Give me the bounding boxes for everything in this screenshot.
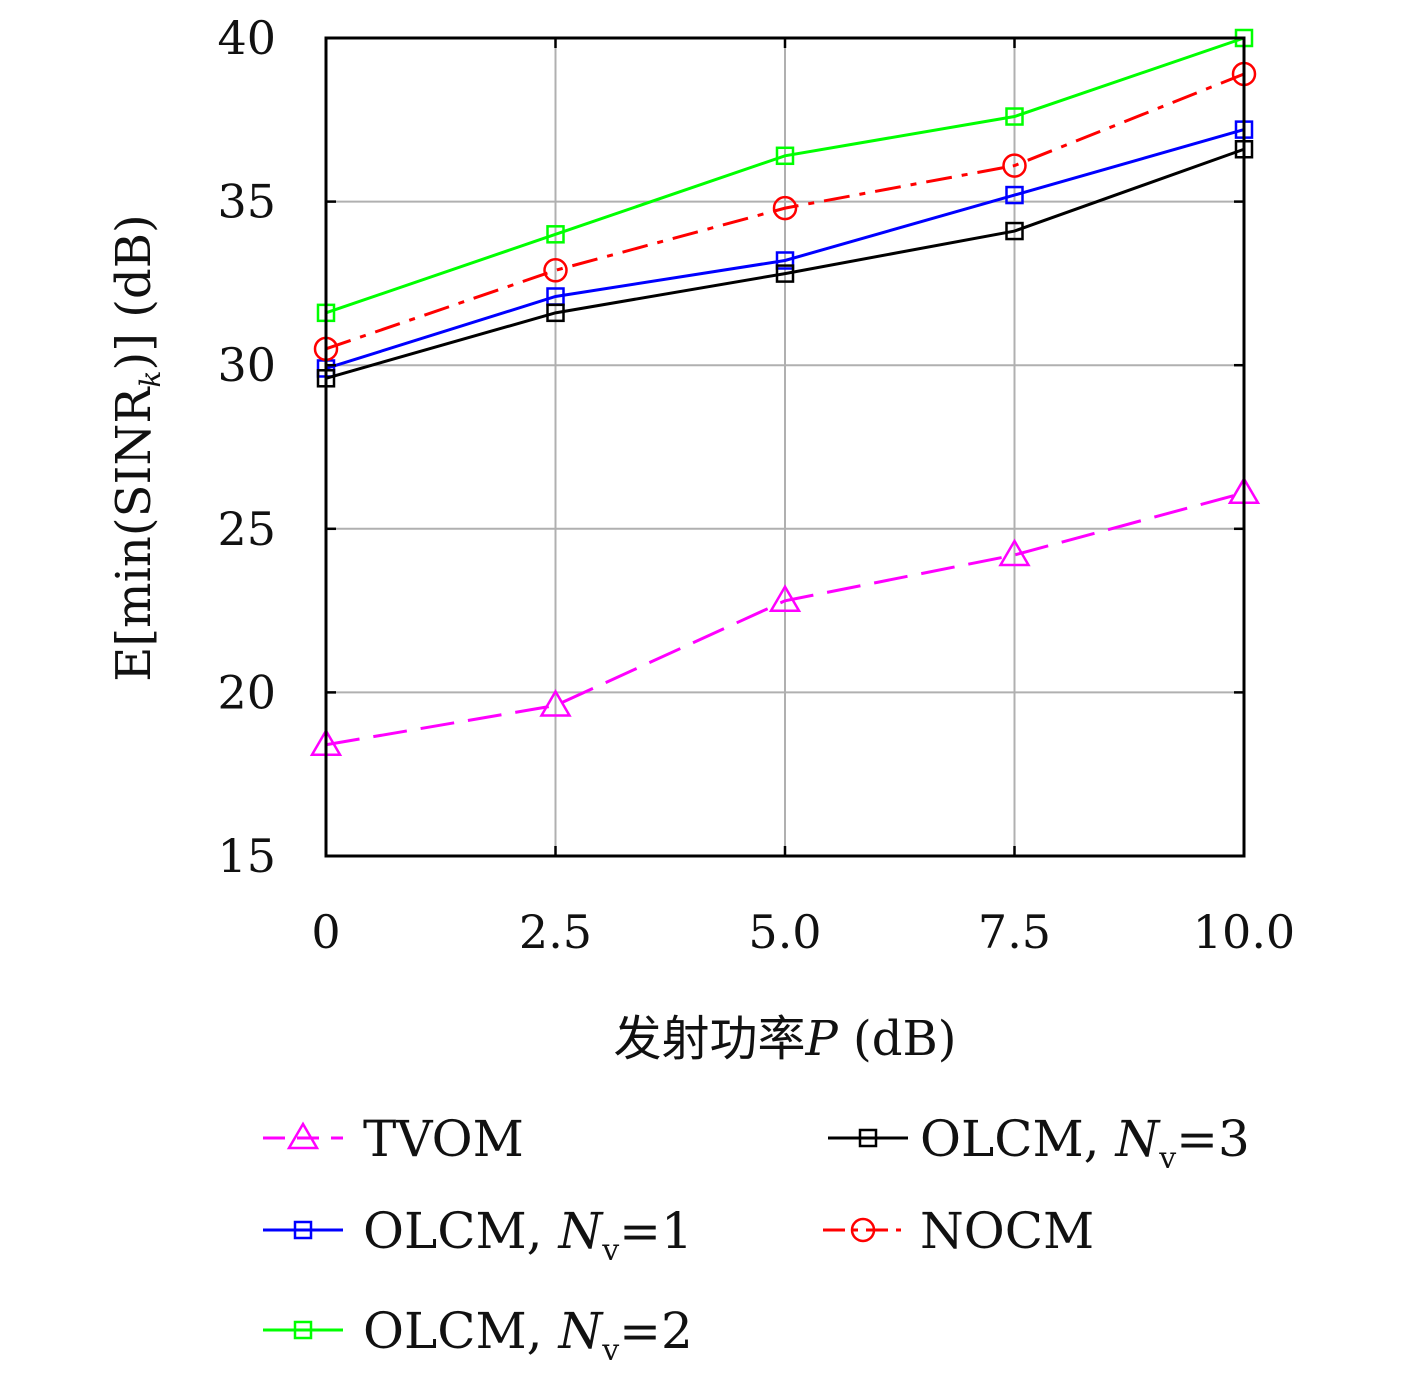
legend-sample	[263, 1121, 343, 1150]
legend-label: TVOM	[363, 1110, 524, 1168]
x-tick-labels: 0 2.5 5.0 7.5 10.0	[311, 905, 1295, 959]
data-point	[768, 584, 802, 613]
data-point	[775, 264, 795, 283]
legend-label-var: N	[557, 1202, 604, 1260]
series-line	[325, 36, 1245, 315]
y-tick-label: 30	[217, 338, 276, 392]
tick-marks	[324, 36, 1246, 858]
legend-label-main: OLCM,	[920, 1110, 1115, 1168]
y-axis-subscript: k	[134, 370, 167, 387]
x-axis-prefix: 发射功率	[613, 1011, 805, 1067]
legend-label-eq: =1	[619, 1202, 693, 1260]
legend-label-eq: =2	[619, 1302, 693, 1360]
series-line	[325, 72, 1245, 351]
y-axis-title: E[min(SINRk)] (dB)	[106, 214, 167, 681]
legend-marker	[858, 1128, 878, 1148]
x-axis-variable: P	[805, 1011, 839, 1067]
legend-sample	[828, 1128, 908, 1148]
y-tick-label: 40	[217, 11, 276, 65]
data-point	[775, 251, 795, 270]
y-axis-main: E[min(SINR	[106, 386, 162, 682]
y-tick-label: 15	[217, 829, 276, 883]
x-tick-label: 10.0	[1193, 905, 1295, 959]
legend-item-tvom: TVOM	[263, 1110, 524, 1168]
data-point	[546, 225, 565, 244]
legend-label-sub: v	[1158, 1141, 1176, 1176]
x-axis-unit: (dB)	[838, 1011, 957, 1067]
y-tick-label: 35	[217, 175, 276, 229]
legend-marker	[293, 1220, 313, 1240]
legend-label-sub: v	[601, 1233, 619, 1268]
y-tick-label: 20	[217, 665, 276, 719]
x-tick-label: 5.0	[748, 905, 821, 959]
legend-sample	[263, 1220, 343, 1240]
x-tick-label: 2.5	[519, 905, 592, 959]
data-point	[543, 258, 568, 283]
data-point	[539, 689, 572, 717]
legend-item-olcm-nv3: OLCM, Nv=3	[828, 1110, 1250, 1176]
x-tick-label: 0	[311, 905, 340, 959]
data-point	[1005, 107, 1024, 126]
series-line	[325, 128, 1245, 370]
data-point	[772, 195, 798, 221]
data-point	[546, 303, 565, 323]
legend-item-olcm-nv2: OLCM, Nv=2	[263, 1302, 693, 1368]
legend-sample	[263, 1320, 343, 1340]
legend-label-main: OLCM,	[363, 1302, 558, 1360]
x-tick-label: 7.5	[978, 905, 1051, 959]
x-axis-title: 发射功率P (dB)	[613, 1011, 956, 1067]
grid-lines	[325, 37, 1245, 857]
legend-label-eq: =3	[1176, 1110, 1250, 1168]
data-point	[998, 538, 1031, 567]
legend-sample	[823, 1217, 903, 1243]
legend-label: NOCM	[920, 1202, 1094, 1260]
plot-area	[309, 28, 1261, 858]
series-3	[316, 139, 1254, 388]
data-point	[775, 146, 795, 166]
legend-item-olcm-nv1: OLCM, Nv=1	[263, 1202, 693, 1268]
legend-marker	[293, 1320, 313, 1340]
data-point	[1002, 153, 1027, 178]
series-line	[325, 491, 1245, 747]
y-tick-labels: 15 20 25 30 35 40	[217, 11, 276, 883]
legend-label-var: N	[557, 1302, 604, 1360]
legend-item-nocm: NOCM	[823, 1202, 1094, 1260]
data-point	[1005, 185, 1024, 205]
legend-label-var: N	[1114, 1110, 1161, 1168]
data-point	[1005, 221, 1024, 241]
y-tick-label: 25	[217, 502, 276, 556]
legend-label: OLCM, Nv=3	[920, 1110, 1250, 1176]
series-line	[325, 147, 1245, 380]
legend-label-main: OLCM,	[363, 1202, 558, 1260]
legend: TVOM OLCM, Nv=1 OLCM, Nv=2 OLCM, Nv=3 NO…	[263, 1110, 1250, 1368]
legend-label: OLCM, Nv=2	[363, 1302, 693, 1368]
y-axis-end: )] (dB)	[106, 214, 162, 370]
legend-label-sub: v	[601, 1333, 619, 1368]
legend-label: OLCM, Nv=1	[363, 1202, 693, 1268]
legend-marker	[850, 1217, 876, 1243]
legend-marker	[286, 1121, 320, 1150]
